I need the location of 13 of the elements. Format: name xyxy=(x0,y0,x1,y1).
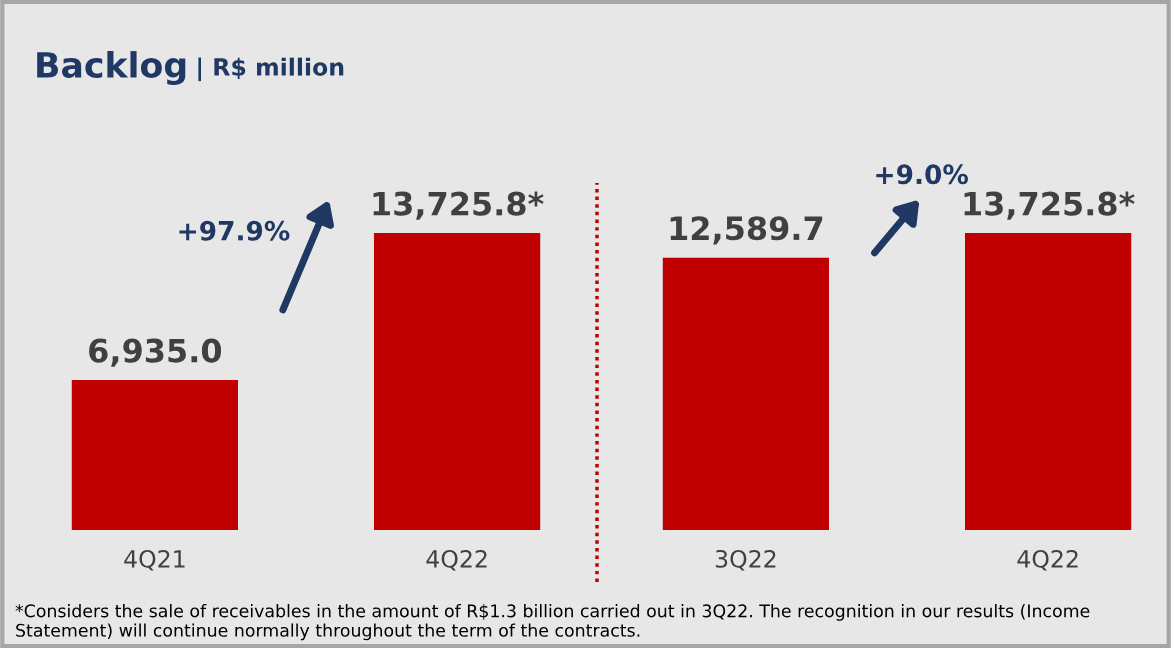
x-tick-label: 3Q22 xyxy=(715,549,776,571)
chart-subtitle: | R$ million xyxy=(198,57,344,82)
x-tick-label: 4Q21 xyxy=(124,549,185,571)
data-label: 13,725.8* xyxy=(964,191,1135,220)
data-label: 13,725.8* xyxy=(373,191,544,220)
chart-title: Backlog xyxy=(37,51,186,85)
data-label: 12,589.7 xyxy=(670,216,823,245)
data-label: 6,935.0 xyxy=(89,338,222,367)
text: *Considers the sale of receivables in the amount of R$1.3 billion carried out in 3Q22. The recognition in our results (Income Statement) will continue normally throughout the term of the contracts. xyxy=(15,603,1090,641)
text: +9.0% xyxy=(876,164,968,185)
x-tick-label: 4Q22 xyxy=(1017,549,1078,571)
x-tick-label: 4Q22 xyxy=(426,549,487,571)
annotation: +97.9% xyxy=(179,220,290,241)
